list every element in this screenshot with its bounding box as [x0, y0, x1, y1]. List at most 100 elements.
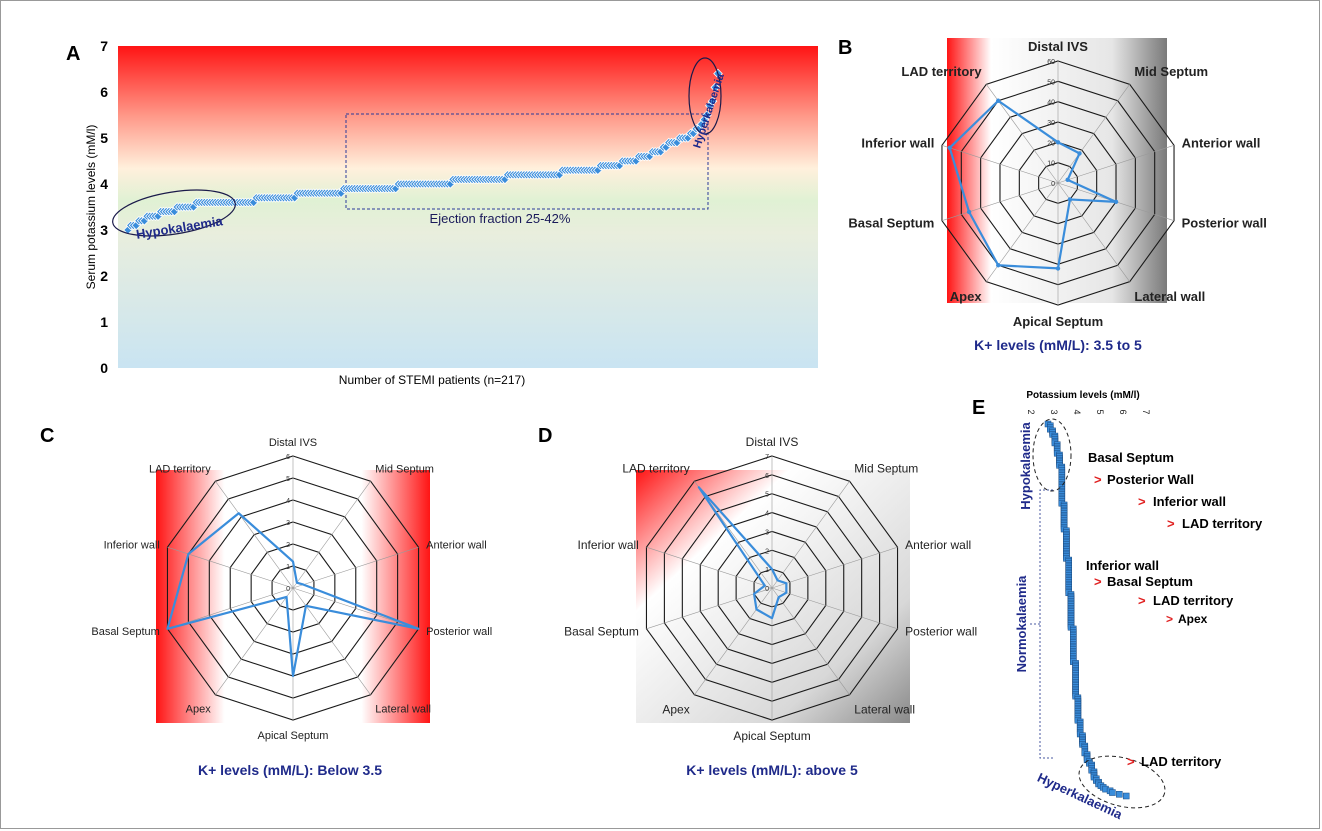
panel-d-ring-label: 3	[765, 529, 769, 536]
panel-b-axis-label: Mid Septum	[1134, 64, 1208, 79]
panel-d-axis-label: Apex	[662, 702, 689, 716]
panel-a-y-axis-label: Serum potassium levels (mM/l)	[84, 125, 98, 290]
panel-a-data-point	[707, 96, 718, 107]
panel-d-ring-label: 0	[765, 586, 769, 593]
panel-d-spoke	[646, 587, 773, 630]
panel-c-axis-label: Anterior wall	[426, 540, 487, 552]
panel-b-axis-label: Apex	[950, 289, 983, 304]
panel-e-data-point	[1109, 789, 1116, 796]
panel-c-spoke	[215, 587, 294, 695]
panel-e-group-hypo: Hypokalaemia	[1018, 422, 1033, 510]
panel-b-ring-label: 40	[1047, 100, 1055, 107]
panel-c-radar: 0 1 2 3 4 5 6 Distal IVS Mid Septum Anterior wal…	[91, 437, 492, 778]
panel-b-series-point	[947, 145, 952, 151]
panel-c-ring-label: 4	[286, 498, 290, 505]
panel-d-ring-label: 5	[765, 492, 769, 499]
panel-e-title: Potassium levels (mM/l)	[1026, 390, 1139, 401]
panel-label-e: E	[972, 397, 985, 419]
panel-e-hypo-ellipse	[1032, 418, 1072, 492]
panel-d-spoke	[771, 546, 898, 589]
panel-b-series-point	[1055, 140, 1061, 145]
panel-d-axis-label: Anterior wall	[905, 538, 971, 552]
panel-label-b: B	[838, 37, 852, 59]
panel-a-hypo-ellipse	[112, 189, 236, 237]
panel-c-axis-label: LAD territory	[149, 464, 211, 476]
panel-e-tick-label: 6	[1118, 409, 1128, 414]
panel-b-radar: 0 10 20 30 40 50 60 Distal IVS Mid Septum Anteri…	[848, 38, 1267, 353]
panel-b-series-point	[1113, 199, 1119, 205]
panel-b-spoke	[941, 145, 1059, 184]
panel-c-ring-label: 3	[286, 520, 290, 527]
panel-a-y-tick-label: 5	[100, 130, 108, 146]
panel-d-ring-label: 1	[765, 567, 769, 574]
panel-e-normo-arrow-4: >	[1166, 612, 1173, 626]
panel-a-hyper-ellipse	[688, 57, 722, 135]
panel-b-ring-label: 20	[1047, 140, 1055, 147]
panel-c-spoke	[167, 587, 294, 630]
panel-c-ring-label: 6	[286, 454, 290, 461]
panel-d-caption: K+ levels (mM/L): above 5	[686, 762, 858, 778]
panel-a-ejection-fraction-label: Ejection fraction 25-42%	[430, 211, 571, 226]
panel-label-c: C	[40, 425, 54, 447]
panel-label-a: A	[66, 43, 80, 65]
panel-b-series-point	[1065, 177, 1070, 183]
panel-c-axis-label: Distal IVS	[269, 437, 317, 449]
panel-e-normo-item-4: Apex	[1178, 612, 1208, 626]
panel-e-hyper-arrow-1: >	[1127, 754, 1135, 769]
panel-d-axis-label: Mid Septum	[854, 462, 918, 476]
panel-b-series-point	[1055, 266, 1061, 271]
panel-b-series-point	[1077, 151, 1082, 156]
panel-e-group-normo: Normokalaemia	[1014, 575, 1029, 673]
panel-c-spoke	[292, 546, 419, 589]
panel-d-axis-label: Inferior wall	[577, 538, 638, 552]
panel-d-radar: 0 1 2 3 4 5 6 7 Distal IVS Mid Septum Anterior wa…	[564, 435, 977, 778]
panel-e-tick-label: 3	[1049, 409, 1059, 414]
panel-a-ejection-fraction-box	[345, 113, 709, 210]
panel-e-data-point	[1116, 791, 1123, 798]
panel-d-ring-label: 4	[765, 511, 769, 518]
panel-d-ring-label: 6	[765, 473, 769, 480]
panel-b-ring-label: 0	[1051, 181, 1055, 188]
panel-d-spoke	[771, 587, 898, 630]
panel-c-axis-label: Inferior wall	[104, 540, 160, 552]
panel-d-axis-label: Distal IVS	[746, 435, 799, 449]
panel-e-normo-item-3: LAD territory	[1153, 593, 1234, 608]
panel-c-ring-label: 0	[286, 586, 290, 593]
panel-b-spoke	[1057, 145, 1175, 184]
panel-e-hypo-arrow-4: >	[1167, 516, 1175, 531]
panel-a-x-axis-label: Number of STEMI patients (n=217)	[339, 373, 525, 387]
panel-d-spoke	[771, 587, 850, 695]
panel-e-hypo-item-2: Posterior Wall	[1107, 472, 1194, 487]
panel-e-normo-item-1: Inferior wall	[1086, 558, 1159, 573]
panel-b-ring-label: 50	[1047, 79, 1055, 86]
panel-e-hypo-arrow-2: >	[1094, 472, 1102, 487]
panel-e-hyper-item-1: LAD territory	[1141, 754, 1222, 769]
panel-d-axis-label: Lateral wall	[854, 702, 915, 716]
panel-c-spoke	[292, 481, 371, 589]
panel-d-axis-label: Apical Septum	[733, 729, 810, 743]
panel-c-ring-label: 5	[286, 476, 290, 483]
panel-e-normo-item-2: Basal Septum	[1107, 574, 1193, 589]
panel-b-spoke	[1057, 84, 1130, 184]
panel-c-axis-label: Lateral wall	[375, 703, 431, 715]
panel-d-axis-label: Basal Septum	[564, 624, 639, 638]
panel-a-y-tick-label: 7	[100, 38, 108, 54]
panel-e-hypo-item-4: LAD territory	[1182, 516, 1263, 531]
panel-b-axis-label: Anterior wall	[1182, 135, 1261, 150]
panel-c-axis-label: Posterior wall	[426, 626, 492, 638]
panel-c-axis-label: Apical Septum	[258, 730, 329, 742]
panel-d-background	[636, 470, 910, 723]
panel-b-ring-label: 10	[1047, 161, 1055, 168]
panel-d-ring-label: 2	[765, 548, 769, 555]
panel-e-group-hyper: Hyperkalaemia	[1035, 770, 1125, 823]
panel-b-axis-label: Basal Septum	[848, 216, 934, 231]
panel-b-series-point	[966, 209, 972, 215]
panel-c-series-line	[166, 512, 420, 678]
panel-b-axis-label: Apical Septum	[1013, 314, 1103, 329]
panel-e-hypo-item-3: Inferior wall	[1153, 494, 1226, 509]
panel-b-axis-label: Distal IVS	[1028, 39, 1088, 54]
panel-e-data-point	[1122, 792, 1130, 800]
panel-a-y-tick-label: 2	[100, 268, 108, 284]
panel-b-axis-label: Posterior wall	[1182, 216, 1267, 231]
